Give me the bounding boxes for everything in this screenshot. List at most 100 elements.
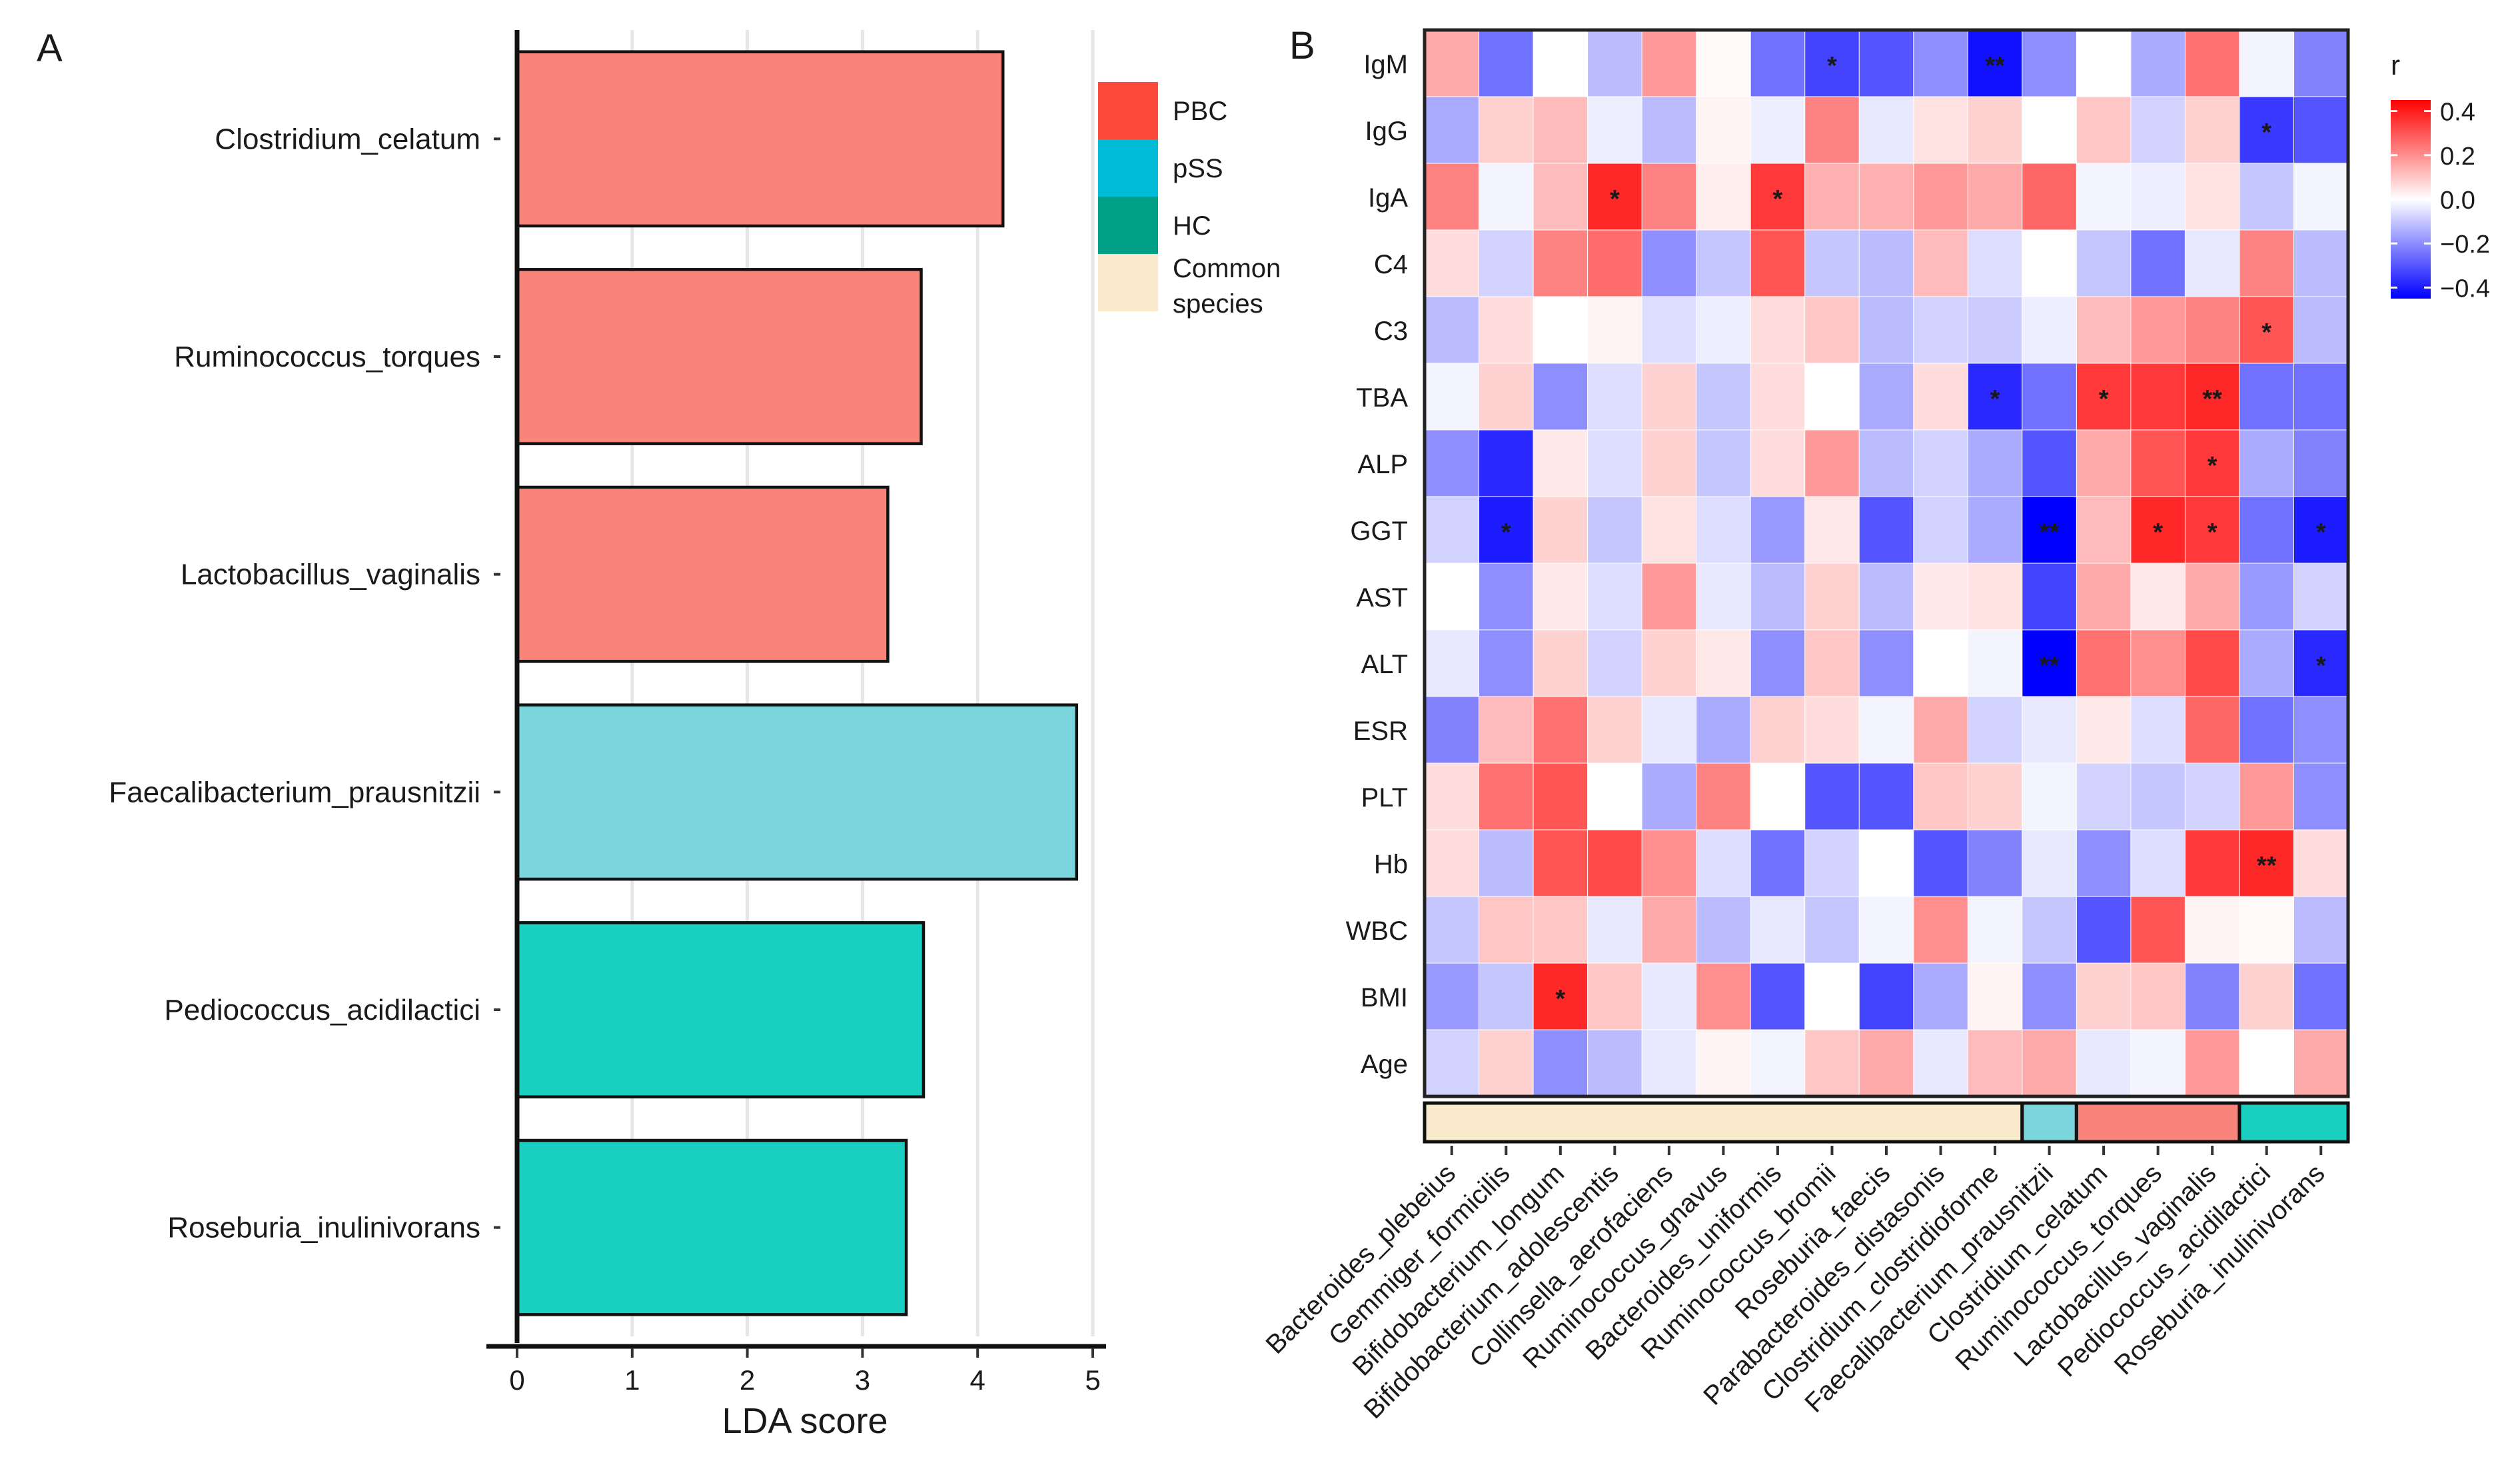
heatmap-cell — [1913, 829, 1969, 897]
row-label: AST — [1356, 583, 1408, 613]
heatmap-cell — [1424, 829, 1480, 897]
panel-label-b: B — [1289, 24, 1315, 67]
heatmap-cell — [2022, 1029, 2078, 1097]
heatmap-cell — [2184, 1029, 2240, 1097]
heatmap-cell — [2184, 429, 2240, 497]
heatmap-cell — [1804, 563, 1860, 631]
x-tick-label: 0 — [509, 1364, 524, 1396]
heatmap-cell — [2184, 296, 2240, 364]
heatmap-cell — [1858, 696, 1914, 764]
heatmap-cell — [2022, 429, 2078, 497]
heatmap-cell — [1587, 762, 1643, 830]
heatmap-cell — [1858, 563, 1914, 631]
significance-marker: ** — [2257, 852, 2277, 880]
significance-marker: * — [2261, 319, 2271, 347]
heatmap-cell — [1533, 496, 1588, 564]
heatmap-cell — [2022, 296, 2078, 364]
heatmap-cell — [1641, 163, 1697, 231]
x-tick-label: 4 — [970, 1364, 985, 1396]
heatmap-cell — [2076, 229, 2132, 297]
heatmap-cell — [1641, 563, 1697, 631]
heatmap-cell — [2130, 296, 2186, 364]
heatmap-cell — [2130, 629, 2186, 697]
heatmap-cell — [2130, 962, 2186, 1030]
heatmap-cell — [2022, 696, 2078, 764]
heatmap-cell — [2076, 696, 2132, 764]
heatmap-cell — [1479, 563, 1535, 631]
heatmap-cell — [1750, 896, 1806, 964]
heatmap-cell — [2022, 29, 2078, 97]
heatmap-cell — [1750, 496, 1806, 564]
heatmap-cell — [1424, 696, 1480, 764]
heatmap-cell — [2184, 962, 2240, 1030]
heatmap-cell — [1587, 629, 1643, 697]
heatmap-cell — [1913, 229, 1969, 297]
heatmap-cell — [1533, 296, 1588, 364]
significance-marker: * — [2153, 519, 2163, 547]
heatmap-cell — [1750, 829, 1806, 897]
heatmap-cell — [1641, 96, 1697, 164]
row-label: BMI — [1361, 983, 1408, 1012]
heatmap-cell — [2239, 429, 2295, 497]
significance-marker: * — [1827, 52, 1837, 80]
heatmap-cell — [1696, 629, 1752, 697]
heatmap-cell — [1533, 962, 1588, 1030]
heatmap-cell — [2130, 829, 2186, 897]
heatmap-cell — [2184, 229, 2240, 297]
heatmap-cell — [1424, 563, 1480, 631]
row-label: Age — [1361, 1050, 1408, 1079]
heatmap-cell — [1479, 163, 1535, 231]
significance-marker: ** — [2202, 385, 2222, 413]
heatmap-cell — [2293, 496, 2349, 564]
bar — [515, 50, 1005, 228]
row-label: Hb — [1374, 850, 1408, 879]
heatmap-cell — [2293, 762, 2349, 830]
heatmap-cell — [1913, 29, 1969, 97]
heatmap-cell — [2239, 296, 2295, 364]
heatmap-cell — [1641, 829, 1697, 897]
heatmap-cell — [1696, 829, 1752, 897]
y-tick-label: Pediococcus_acidilactici — [165, 994, 480, 1026]
heatmap-cell — [2076, 29, 2132, 97]
heatmap-cell — [1587, 962, 1643, 1030]
heatmap-cell — [1696, 429, 1752, 497]
heatmap-cell — [2293, 96, 2349, 164]
heatmap-cell — [1967, 896, 2023, 964]
heatmap-cell — [1804, 229, 1860, 297]
heatmap-cell — [1479, 896, 1535, 964]
heatmap-cell — [1533, 1029, 1588, 1097]
heatmap-cell — [1641, 29, 1697, 97]
significance-marker: ** — [2040, 652, 2060, 680]
heatmap-cell — [1533, 762, 1588, 830]
heatmap-cell — [2184, 496, 2240, 564]
panel-label-a: A — [37, 27, 63, 70]
heatmap-cell — [1913, 629, 1969, 697]
heatmap-cell — [1804, 29, 1860, 97]
heatmap-cell — [2076, 762, 2132, 830]
heatmap-cell — [1641, 896, 1697, 964]
heatmap-cell — [2293, 296, 2349, 364]
heatmap-cell — [1967, 1029, 2023, 1097]
heatmap-cell — [2076, 629, 2132, 697]
heatmap-cell — [1750, 296, 1806, 364]
heatmap-cell — [2076, 1029, 2132, 1097]
heatmap-cell — [1750, 363, 1806, 431]
row-label: IgM — [1363, 50, 1408, 79]
heatmap-cell — [1696, 696, 1752, 764]
heatmap-cell — [1587, 829, 1643, 897]
heatmap-cell — [1533, 96, 1588, 164]
heatmap-cell — [1533, 229, 1588, 297]
heatmap-cell — [1696, 363, 1752, 431]
colorbar-tick-label: 0.0 — [2440, 187, 2475, 215]
heatmap-cell — [1750, 29, 1806, 97]
heatmap-cell — [1533, 629, 1588, 697]
significance-marker: * — [2099, 385, 2109, 413]
heatmap-cell — [1424, 363, 1480, 431]
significance-marker: ** — [2040, 519, 2060, 547]
heatmap-cell — [1479, 629, 1535, 697]
heatmap-cell — [2239, 229, 2295, 297]
row-label: ESR — [1353, 717, 1408, 746]
legend-swatch — [1098, 197, 1158, 254]
heatmap-cell — [2239, 363, 2295, 431]
heatmap-cell — [1533, 29, 1588, 97]
